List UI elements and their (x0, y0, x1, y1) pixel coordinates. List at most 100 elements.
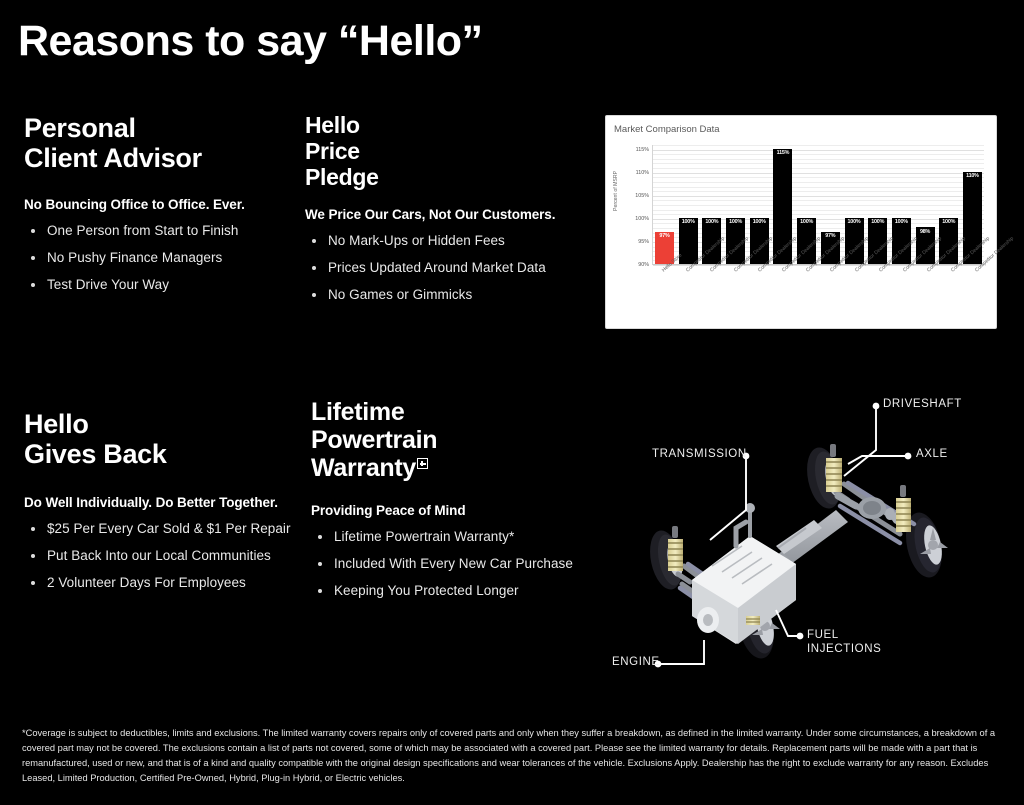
heading-line-2: Price (305, 137, 360, 164)
chart-y-tick-label: 105% (635, 192, 649, 199)
chart-bar[interactable]: 100% (749, 217, 769, 264)
chassis-illustration (650, 402, 948, 668)
chart-x-tick: Competitor Dealership (967, 236, 1015, 325)
chart-bar-value-label: 115% (776, 150, 790, 157)
chart-bar-slot[interactable]: 100% (749, 144, 769, 264)
chart-gridline (653, 181, 984, 183)
chart-gridline (653, 223, 984, 225)
spring-rear-left (826, 444, 842, 492)
chart-bar[interactable]: 100% (868, 217, 888, 264)
callout-leader-lines (658, 406, 908, 665)
bullet-list: $25 Per Every Car Sold & $1 Per Repair P… (24, 521, 304, 590)
chart-gridline (653, 154, 984, 156)
chart-bar[interactable]: 98% (915, 227, 935, 264)
chart-bar[interactable]: 115% (773, 148, 793, 264)
chart-bar-slot[interactable]: 100% (702, 144, 722, 264)
chart-bar-slot[interactable]: 110% (962, 144, 982, 264)
chart-gridline-major: 110% (636, 170, 984, 176)
chart-bar-slot[interactable]: 97% (820, 144, 840, 264)
chart-gridline-major: 95% (638, 239, 984, 245)
chart-bar[interactable]: 100% (891, 217, 911, 264)
heading-line-1: Lifetime (311, 398, 405, 426)
callout-label-transmission: TRANSMISSION (652, 448, 747, 460)
chart-bar[interactable]: 100% (797, 217, 817, 264)
section-personal-client-advisor: Personal Client Advisor No Bouncing Offi… (24, 113, 289, 304)
chart-bar-slot[interactable]: 97% (655, 144, 674, 264)
callout-label-engine: ENGINE (612, 656, 660, 668)
chart-bar-value-label: 98% (919, 228, 931, 235)
section-hello-gives-back: Hello Gives Back Do Well Individually. D… (24, 409, 304, 602)
section-subhead: We Price Our Cars, Not Our Customers. (305, 207, 556, 223)
chart-gridline (653, 163, 984, 165)
list-item: No Mark-Ups or Hidden Fees (305, 233, 580, 248)
chart-bar-slot[interactable]: 100% (726, 144, 746, 264)
engine-block (692, 503, 796, 644)
chart-bar-slot[interactable]: 115% (773, 144, 793, 264)
heading-line-2: Powertrain (311, 426, 438, 454)
callout-label-driveshaft: DRIVESHAFT (883, 398, 962, 410)
section-heading: Hello Gives Back (24, 409, 304, 469)
chart-title: Market Comparison Data (614, 124, 720, 135)
chart-bar[interactable]: 110% (962, 171, 982, 264)
chart-y-tick-label: 115% (635, 146, 649, 153)
chart-bar-slot[interactable]: 100% (797, 144, 817, 264)
chart-gridline (653, 168, 984, 170)
list-item: Keeping You Protected Longer (311, 583, 601, 598)
page-title: Reasons to say “Hello” (18, 17, 483, 65)
chart-bar-value-label: 100% (894, 219, 908, 226)
chart-bar-slot[interactable]: 98% (915, 144, 935, 264)
chart-x-tick: Competitor Dealership (871, 236, 919, 325)
chart-x-tick: Competitor Dealership (750, 236, 798, 325)
chart-bar-slot[interactable]: 100% (868, 144, 888, 264)
chart-x-tick: Competitor Dealership (798, 236, 846, 325)
chart-x-tick: Competitor Dealership (726, 236, 774, 325)
callout-label-fuel-injections: FUEL INJECTIONS (807, 628, 881, 657)
chart-bar-value-label: 100% (942, 219, 956, 226)
list-item: Test Drive Your Way (24, 277, 289, 292)
chart-bar-value-label: 100% (871, 219, 885, 226)
chart-gridline (653, 228, 984, 230)
list-item: One Person from Start to Finish (24, 223, 289, 238)
chart-gridline (653, 205, 984, 206)
chart-gridline-major: 105% (635, 193, 984, 199)
chart-bar[interactable]: 97% (655, 231, 674, 264)
heading-line-1: Hello (24, 409, 89, 439)
chart-bar-slot[interactable]: 100% (939, 144, 959, 264)
chart-gridline (653, 191, 984, 193)
section-lifetime-powertrain-warranty: Lifetime Powertrain Warranty Providing P… (311, 398, 601, 610)
chart-bar[interactable]: 97% (820, 231, 840, 264)
chart-bar-value-label: 97% (825, 233, 836, 240)
chart-x-tick: Competitor Dealership (774, 236, 822, 325)
chart-bar-slot[interactable]: 100% (844, 144, 864, 264)
chart-bar[interactable]: 100% (939, 217, 959, 264)
chart-bar-value-label: 100% (800, 219, 814, 226)
chart-plot-area: 90% 95% 100% 105% 110% 115% 97% 100% 100% 100% 100… (635, 144, 984, 268)
section-heading: Personal Client Advisor (24, 113, 289, 173)
chart-bar-value-label: 100% (729, 219, 743, 226)
callout-label-axle: AXLE (916, 448, 948, 460)
chart-y-tick-label: 90% (638, 262, 649, 268)
chart-bar-slot[interactable]: 100% (891, 144, 911, 264)
wheel-rear-right (906, 512, 948, 578)
chart-x-tick: Competitor Dealership (895, 236, 943, 325)
chart-y-axis-label: Percent of MSRP (613, 170, 619, 211)
spring-rear-right (896, 485, 911, 532)
section-subhead: Providing Peace of Mind (311, 503, 466, 518)
chart-bar-value-label: 110% (966, 173, 979, 180)
chart-gridline (653, 237, 984, 239)
chart-x-tick: Competitor Dealership (822, 236, 870, 325)
chart-bar-value-label: 100% (681, 219, 695, 226)
chart-body: Percent of MSRP 90% 95% 100% 105% 110% 115% 97… (613, 137, 1015, 329)
chart-x-tick: Competitor Dealership (678, 236, 726, 325)
chart-x-axis-labels: Hello Store Competitor Dealership Competit… (654, 236, 1015, 325)
missing-glyph-box-icon (417, 458, 429, 469)
chart-bar[interactable]: 100% (726, 217, 746, 264)
chart-bar[interactable]: 100% (844, 217, 864, 264)
chart-bar-slot[interactable]: 100% (678, 144, 698, 264)
callout-label-fuel-injections-line2: INJECTIONS (807, 643, 882, 656)
chart-bar[interactable]: 100% (678, 217, 698, 264)
chart-gridline (653, 177, 984, 179)
heading-line-3: Pledge (305, 163, 379, 190)
chart-bar[interactable]: 100% (702, 217, 722, 264)
